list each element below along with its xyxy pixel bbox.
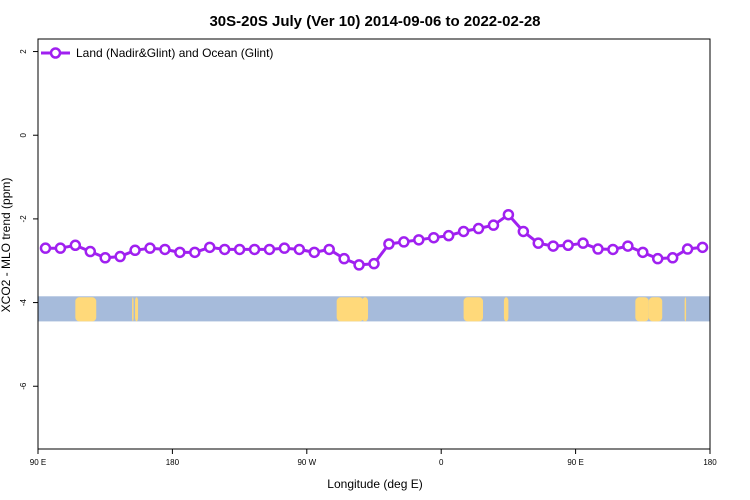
y-tick-label: -6: [19, 382, 28, 390]
data-point: [174, 246, 186, 259]
x-tick-label: 0: [439, 458, 444, 467]
data-point: [398, 236, 410, 248]
land-segment: [635, 297, 649, 322]
data-point: [502, 208, 515, 221]
map-strip: [38, 296, 710, 322]
x-tick-label: 90 E: [567, 458, 583, 467]
plot-frame: [37, 38, 711, 450]
data-point: [383, 238, 395, 250]
data-point: [189, 246, 201, 259]
data-point: [681, 243, 694, 255]
y-axis: 2 0 -2 -4 -6: [19, 49, 38, 390]
x-tick-label: 90 W: [297, 458, 316, 467]
y-axis-label: XCO2 - MLO trend (ppm): [0, 178, 13, 313]
data-point: [666, 252, 679, 264]
series-line: [45, 213, 703, 267]
data-point: [278, 242, 291, 254]
y-tick-label: 2: [19, 49, 28, 54]
data-point: [472, 222, 485, 235]
data-point: [54, 242, 67, 254]
y-tick-label: 0: [19, 132, 28, 137]
legend-marker-swatch: [49, 47, 62, 59]
x-tick-label: 180: [166, 458, 180, 467]
data-point: [696, 241, 709, 254]
data-point: [637, 246, 649, 259]
land-segment: [135, 297, 139, 322]
data-point: [233, 243, 246, 256]
land-segment: [362, 297, 369, 322]
data-point: [442, 229, 455, 242]
data-point: [218, 243, 231, 256]
legend: Land (Nadir&Glint) and Ocean (Glint): [41, 46, 273, 60]
data-point: [577, 237, 589, 249]
data-point: [368, 257, 380, 270]
legend-entry-label: Land (Nadir&Glint) and Ocean (Glint): [76, 46, 273, 60]
series-layer: [39, 208, 709, 271]
land-segment: [463, 297, 484, 322]
ocean-band: [38, 296, 710, 322]
data-point: [84, 245, 97, 258]
data-point: [427, 231, 440, 244]
data-point: [517, 225, 530, 238]
data-point: [39, 242, 52, 254]
x-tick-label: 90 E: [30, 458, 46, 467]
data-point: [532, 237, 545, 249]
data-point: [547, 240, 559, 252]
data-point: [338, 252, 350, 265]
data-point: [562, 239, 574, 252]
land-segment: [684, 297, 687, 322]
land-segment: [336, 297, 364, 322]
data-point: [607, 243, 619, 256]
data-point: [263, 243, 276, 256]
x-axis: 90 E 180 90 W 0 90 E 180: [30, 449, 717, 467]
land-segment: [132, 297, 134, 322]
data-point: [323, 243, 335, 256]
x-tick-label: 180: [703, 458, 717, 467]
x-axis-label: Longitude (deg E): [327, 477, 422, 491]
data-point: [69, 239, 82, 252]
y-tick-label: -2: [19, 215, 28, 223]
land-segment: [75, 297, 97, 322]
data-point: [159, 243, 171, 256]
land-segment: [648, 297, 663, 322]
data-point: [651, 252, 664, 265]
data-point: [413, 234, 425, 246]
data-point: [203, 241, 216, 254]
data-point: [129, 244, 141, 257]
data-point: [457, 225, 470, 238]
data-point: [308, 246, 321, 259]
land-segment: [503, 297, 509, 322]
data-point: [487, 219, 500, 231]
data-point: [99, 252, 111, 264]
data-point: [144, 242, 156, 254]
data-point: [248, 243, 261, 256]
data-point: [622, 240, 634, 252]
chart-title: 30S-20S July (Ver 10) 2014-09-06 to 2022…: [209, 13, 540, 30]
data-point: [592, 243, 604, 255]
y-tick-label: -4: [19, 298, 28, 306]
data-point: [114, 250, 126, 263]
data-point: [293, 243, 306, 256]
data-point: [353, 259, 365, 271]
